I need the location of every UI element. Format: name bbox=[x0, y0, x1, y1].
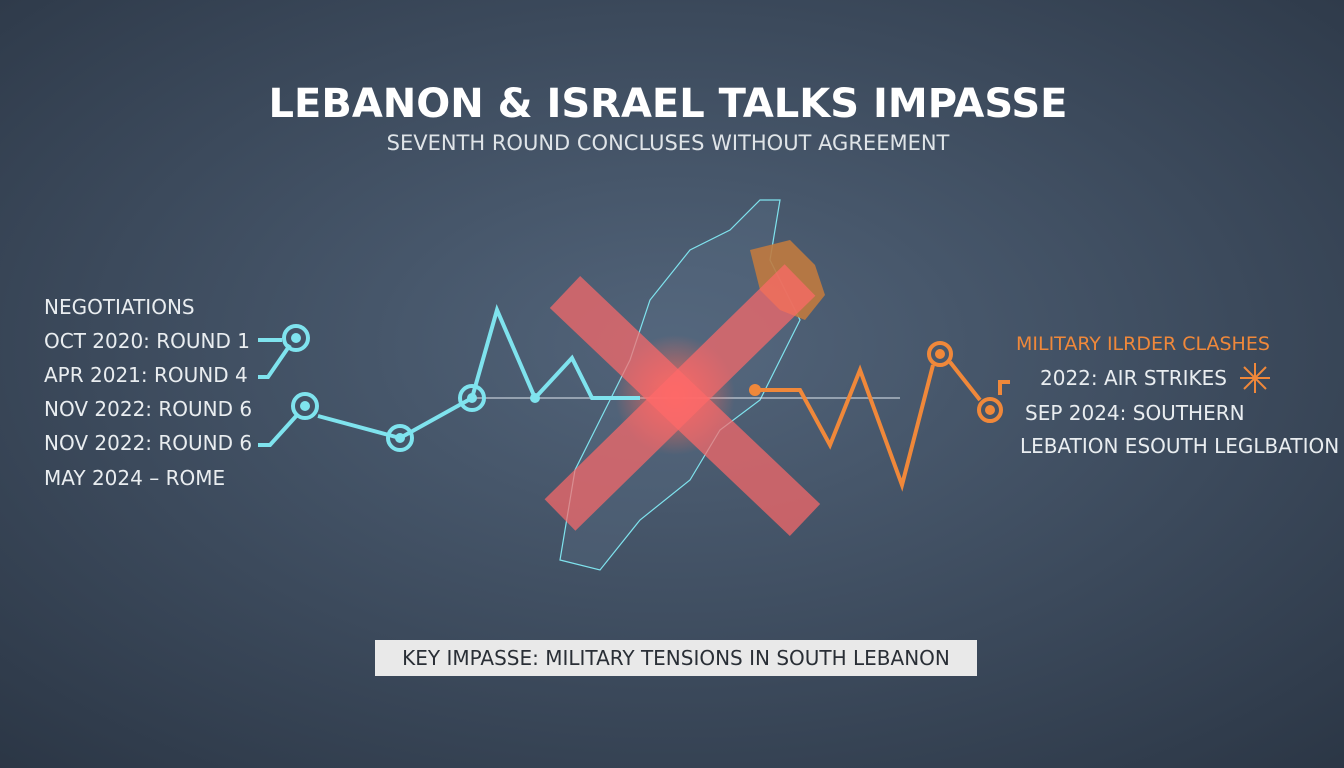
negotiation-item: MAY 2024 – ROME bbox=[44, 466, 225, 490]
red-cross bbox=[544, 264, 821, 536]
military-heading: MILITARY ILRDER CLASHES bbox=[1016, 333, 1270, 355]
military-item: LEBATION ESOUTH LEGLBATION bbox=[1020, 434, 1339, 458]
negotiation-item: APR 2021: ROUND 4 bbox=[44, 363, 248, 387]
burst-icon bbox=[1240, 363, 1270, 393]
negotiations-heading: NEGOTIATIONS bbox=[44, 295, 195, 319]
negotiation-dots bbox=[291, 333, 540, 443]
military-dots bbox=[749, 349, 995, 415]
negotiation-item: OCT 2020: ROUND 1 bbox=[44, 329, 250, 353]
military-item: 2022: AIR STRIKES bbox=[1040, 366, 1227, 390]
banner-box bbox=[375, 640, 977, 676]
military-line bbox=[755, 341, 1010, 492]
banner-text: KEY IMPASSE: MILITARY TENSIONS IN SOUTH … bbox=[402, 646, 950, 670]
subtitle: SEVENTH ROUND CONCLUSES WITHOUT AGREEMEN… bbox=[387, 131, 950, 155]
title: LEBANON & ISRAEL TALKS IMPASSE bbox=[269, 81, 1068, 127]
negotiation-item: NOV 2022: ROUND 6 bbox=[44, 397, 252, 421]
military-item: SEP 2024: SOUTHERN bbox=[1025, 401, 1245, 425]
negotiation-line bbox=[258, 304, 640, 452]
negotiation-item: NOV 2022: ROUND 6 bbox=[44, 431, 252, 455]
